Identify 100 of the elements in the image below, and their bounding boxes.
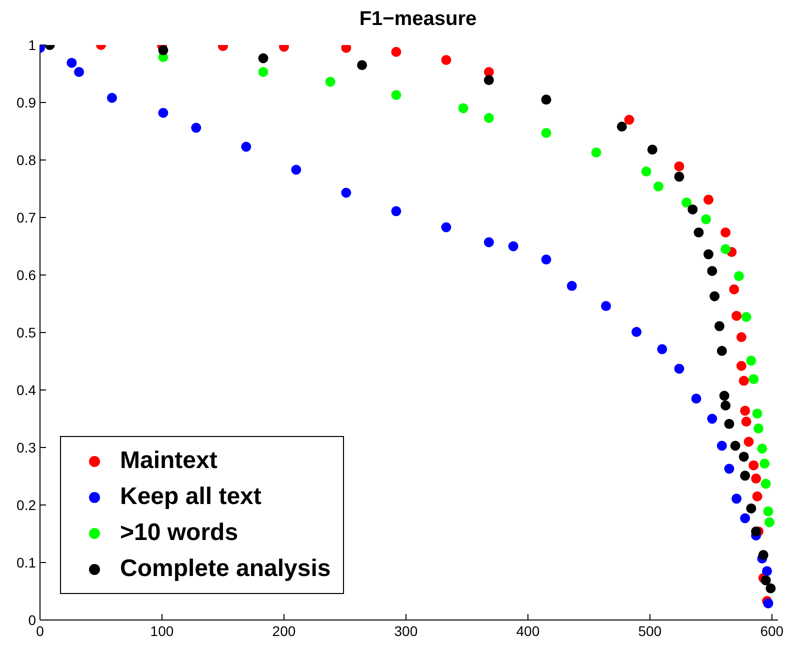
point: [716, 346, 727, 356]
y-tick-label: 0.5: [16, 324, 36, 340]
point: [458, 103, 468, 114]
point: [106, 92, 117, 103]
point: [566, 280, 577, 291]
point: [624, 114, 634, 125]
point: [720, 400, 731, 411]
point: [707, 266, 718, 276]
point: [746, 503, 756, 514]
legend-label: >10 words: [120, 519, 238, 547]
point: [746, 356, 756, 366]
point: [760, 458, 770, 469]
x-tick-label: 300: [394, 622, 418, 639]
point: [391, 90, 402, 100]
point: [710, 291, 720, 302]
point: [762, 566, 772, 576]
point: [508, 241, 518, 252]
point: [541, 128, 552, 138]
point: [258, 67, 268, 78]
point: [241, 142, 252, 152]
point: [694, 227, 704, 238]
point: [647, 144, 658, 155]
legend-label: Complete analysis: [120, 555, 331, 583]
point: [757, 444, 768, 454]
point: [732, 494, 742, 504]
point: [682, 198, 692, 208]
point: [158, 45, 168, 56]
x-tick-label: 600: [760, 622, 784, 639]
y-tick-label: 0.8: [16, 152, 36, 168]
point: [688, 204, 698, 214]
chart-title: F1−measure: [358, 8, 478, 31]
y-tick-label: 0.1: [16, 554, 36, 570]
point: [729, 284, 740, 294]
point: [714, 321, 724, 332]
x-tick-label: 400: [516, 622, 540, 639]
y-tick-label: 0.2: [16, 496, 36, 513]
point: [753, 424, 764, 434]
point: [484, 75, 494, 86]
point: [738, 452, 749, 462]
x-tick-label: 500: [638, 622, 662, 639]
point: [740, 513, 750, 524]
point: [734, 271, 744, 282]
point: [724, 464, 734, 474]
point: [716, 440, 727, 451]
point: [744, 436, 754, 447]
point: [766, 583, 776, 594]
point: [703, 249, 714, 260]
y-tick-label: 0: [28, 612, 36, 628]
point: [703, 194, 714, 205]
point: [674, 172, 684, 182]
point: [724, 418, 734, 429]
x-tick-label: 100: [150, 622, 174, 639]
point: [748, 460, 759, 470]
point: [740, 470, 750, 481]
point: [441, 222, 452, 232]
x-tick-label: 200: [272, 622, 296, 639]
point: [760, 478, 771, 489]
y-tick-label: 0.4: [16, 382, 36, 398]
y-tick-label: 1: [28, 36, 36, 53]
point: [258, 53, 268, 64]
point: [484, 113, 494, 124]
point: [707, 414, 718, 424]
point: [736, 332, 746, 342]
point: [752, 408, 762, 419]
point: [391, 46, 402, 57]
point: [66, 58, 77, 68]
y-tick-label: 0.3: [16, 439, 36, 456]
point: [74, 67, 84, 78]
point: [691, 394, 702, 404]
point: [616, 122, 627, 132]
point: [741, 312, 752, 322]
point: [730, 440, 740, 451]
point: [601, 301, 612, 312]
point: [325, 76, 336, 87]
point: [591, 148, 602, 158]
point: [740, 406, 750, 416]
legend-label: Keep all text: [120, 483, 262, 511]
point: [741, 416, 752, 427]
point: [738, 376, 749, 386]
y-tick-label: 0.7: [16, 209, 36, 226]
point: [632, 326, 642, 337]
point: [657, 344, 668, 354]
point: [720, 244, 731, 254]
point: [701, 214, 712, 224]
point: [674, 161, 684, 172]
point: [391, 206, 402, 216]
point: [720, 227, 731, 238]
point: [763, 506, 774, 516]
point: [357, 60, 368, 70]
point: [158, 108, 168, 118]
point: [191, 122, 202, 133]
point: [719, 390, 730, 401]
point: [764, 517, 774, 528]
point: [674, 364, 684, 374]
point: [751, 474, 762, 484]
legend-label: Maintext: [120, 447, 218, 475]
point: [653, 181, 664, 192]
point: [484, 237, 494, 248]
point: [758, 550, 768, 560]
y-tick-label: 0.9: [16, 94, 36, 110]
